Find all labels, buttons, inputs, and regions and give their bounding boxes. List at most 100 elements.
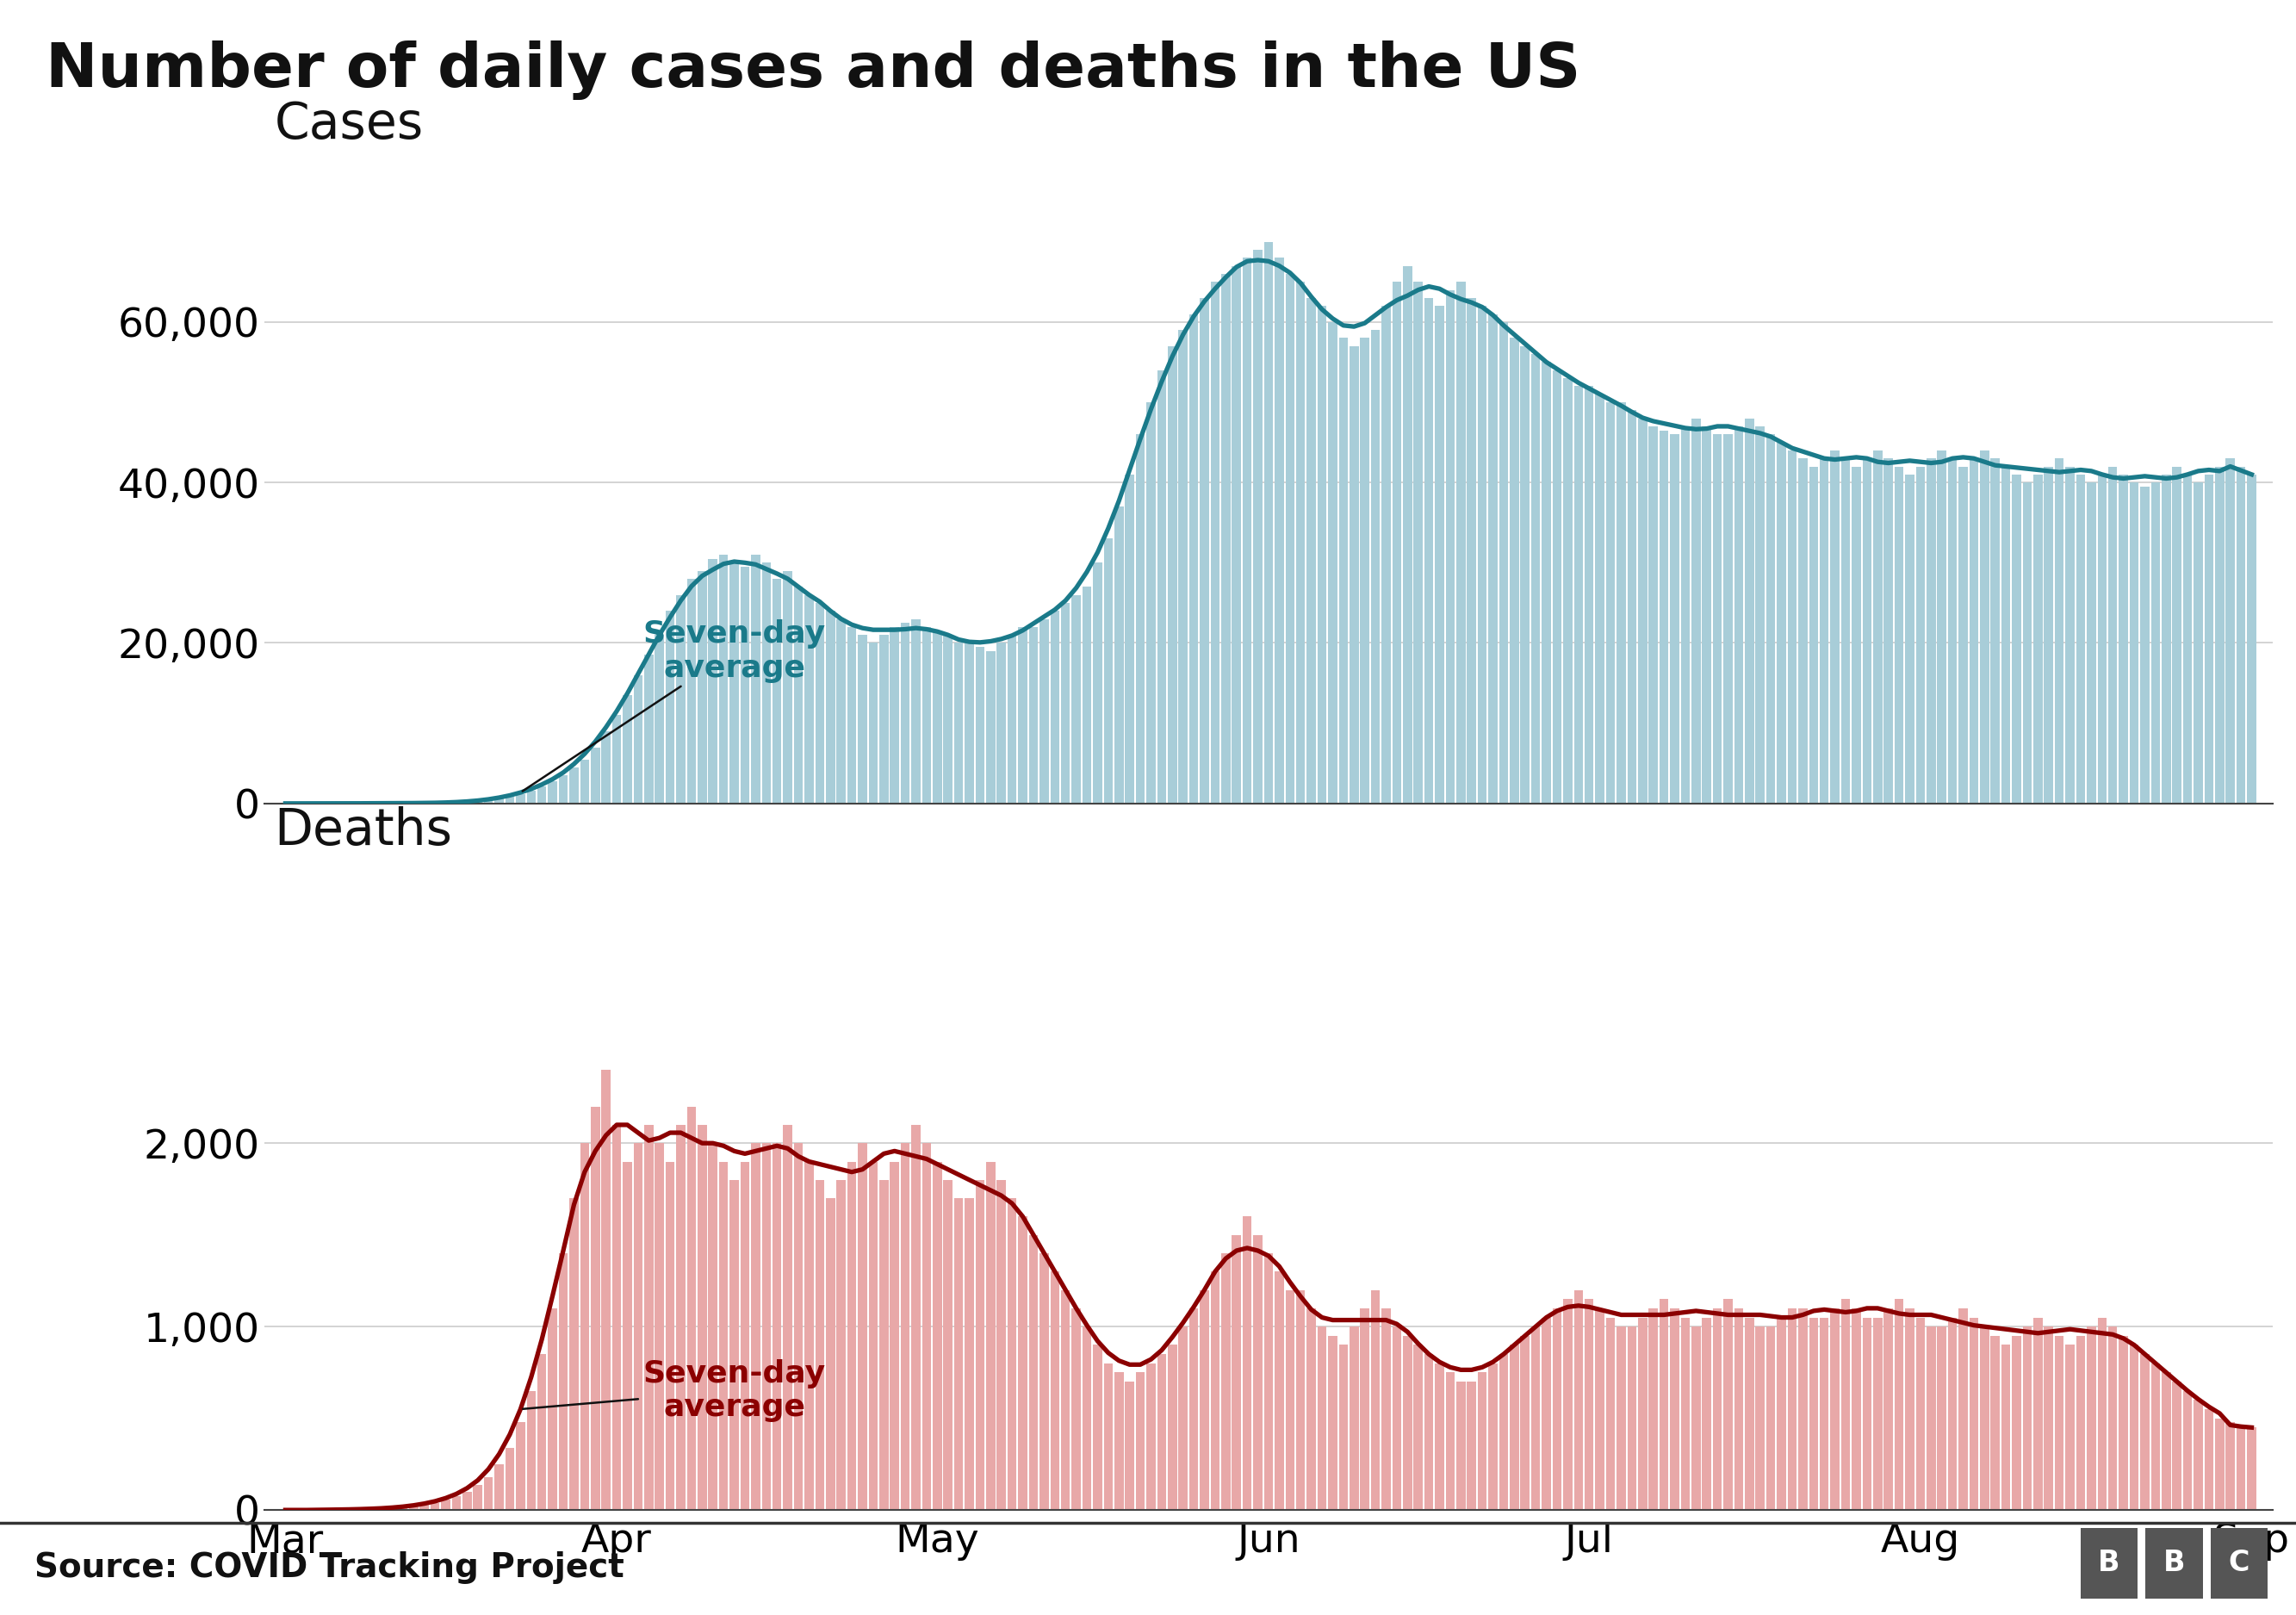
Bar xyxy=(709,559,716,804)
FancyBboxPatch shape xyxy=(2080,1528,2138,1599)
Bar xyxy=(1979,451,1988,804)
Bar xyxy=(1991,1336,2000,1510)
Bar xyxy=(932,1161,941,1510)
Bar xyxy=(847,627,856,804)
Bar xyxy=(505,1447,514,1510)
Bar xyxy=(1318,305,1327,804)
Bar xyxy=(645,1124,654,1510)
Bar xyxy=(409,1507,418,1510)
Bar xyxy=(2043,1326,2053,1510)
Bar xyxy=(1017,1216,1026,1510)
Bar xyxy=(1926,459,1936,804)
Bar xyxy=(719,554,728,804)
Bar xyxy=(1862,1318,1871,1510)
Bar xyxy=(1210,283,1219,804)
Bar xyxy=(987,1161,994,1510)
Bar xyxy=(1265,242,1272,804)
Bar xyxy=(2193,1400,2202,1510)
Bar xyxy=(1488,313,1497,804)
Bar xyxy=(1605,402,1614,804)
Bar xyxy=(1874,451,1883,804)
Bar xyxy=(1724,1298,1733,1510)
Bar xyxy=(996,1181,1006,1510)
Bar xyxy=(1915,467,1924,804)
Bar xyxy=(2108,467,2117,804)
Bar xyxy=(1701,1318,1711,1510)
Bar xyxy=(1809,1318,1818,1510)
Bar xyxy=(996,643,1006,804)
Bar xyxy=(558,775,567,804)
Bar xyxy=(645,656,654,804)
Text: Cases: Cases xyxy=(273,100,422,149)
Bar xyxy=(461,1492,471,1510)
Bar xyxy=(868,643,877,804)
Bar xyxy=(1938,1326,1947,1510)
Bar xyxy=(1242,1216,1251,1510)
Bar xyxy=(1446,291,1456,804)
Bar xyxy=(1669,434,1678,804)
Bar xyxy=(2055,459,2064,804)
Bar xyxy=(1947,459,1956,804)
Text: B: B xyxy=(2163,1549,2186,1578)
Bar xyxy=(1584,386,1593,804)
Bar xyxy=(1350,346,1359,804)
Bar xyxy=(698,570,707,804)
Bar xyxy=(1339,338,1348,804)
Bar xyxy=(1531,1326,1541,1510)
Bar xyxy=(2066,467,2076,804)
Bar xyxy=(1511,338,1520,804)
Bar xyxy=(1233,266,1242,804)
Bar xyxy=(687,578,696,804)
Bar xyxy=(537,1353,546,1510)
Bar xyxy=(891,1161,900,1510)
Bar xyxy=(1467,1381,1476,1510)
Bar xyxy=(1756,426,1766,804)
Bar xyxy=(1350,1326,1359,1510)
Bar xyxy=(687,1106,696,1510)
Bar xyxy=(859,1143,868,1510)
Bar xyxy=(1713,1308,1722,1510)
Bar xyxy=(1681,426,1690,804)
Bar xyxy=(1414,1345,1424,1510)
Bar xyxy=(2119,1336,2128,1510)
Bar xyxy=(1424,1353,1433,1510)
Bar xyxy=(1564,1298,1573,1510)
Bar xyxy=(1499,321,1508,804)
Bar xyxy=(923,627,932,804)
Bar xyxy=(762,562,771,804)
Bar xyxy=(388,1508,397,1510)
Text: Seven-day
average: Seven-day average xyxy=(523,620,827,791)
Bar xyxy=(2204,475,2213,804)
Bar xyxy=(1488,1363,1497,1510)
Bar xyxy=(2087,483,2096,804)
Bar xyxy=(1008,635,1017,804)
Bar xyxy=(1446,1373,1456,1510)
Bar xyxy=(976,648,985,804)
Bar xyxy=(1938,451,1947,804)
Bar xyxy=(1584,1298,1593,1510)
Bar xyxy=(794,1143,804,1510)
Bar xyxy=(1906,1308,1915,1510)
Bar xyxy=(1424,297,1433,804)
Text: B: B xyxy=(2099,1549,2119,1578)
Bar xyxy=(2076,475,2085,804)
Bar xyxy=(1072,594,1081,804)
Bar xyxy=(2151,483,2161,804)
Bar xyxy=(1295,1290,1304,1510)
Bar xyxy=(900,623,909,804)
Bar xyxy=(1830,1308,1839,1510)
Bar xyxy=(2225,459,2234,804)
Text: C: C xyxy=(2229,1549,2250,1578)
Bar xyxy=(494,799,503,804)
Bar xyxy=(1660,1298,1669,1510)
Bar xyxy=(932,631,941,804)
Bar xyxy=(1049,1271,1058,1510)
Bar xyxy=(751,554,760,804)
Bar xyxy=(794,586,804,804)
Bar xyxy=(827,1198,836,1510)
Bar xyxy=(1061,602,1070,804)
Bar xyxy=(815,602,824,804)
Bar xyxy=(1894,467,1903,804)
Bar xyxy=(836,619,845,804)
Bar xyxy=(1339,1345,1348,1510)
